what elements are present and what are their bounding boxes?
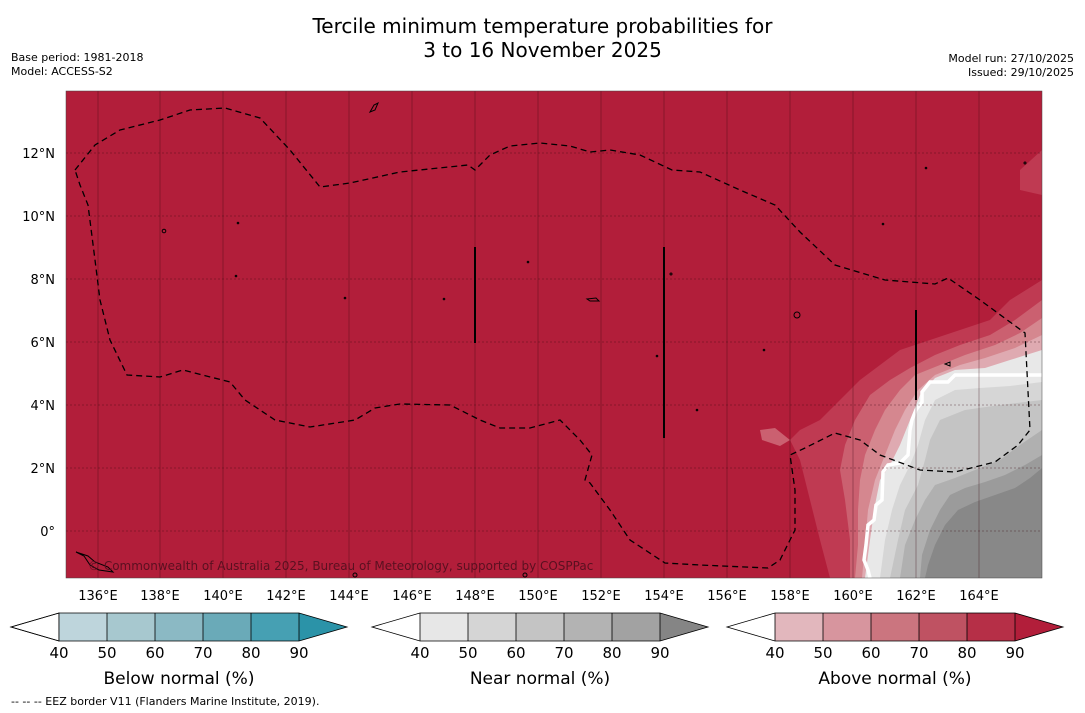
lat-tick: 12°N <box>22 147 55 162</box>
colorbar-tick: 40 <box>765 644 784 662</box>
lon-tick: 150°E <box>518 589 558 604</box>
colorbar-segment <box>871 613 919 641</box>
colorbar-segment <box>660 613 708 641</box>
colorbar-segment <box>727 613 775 641</box>
colorbar-title: Above normal (%) <box>818 669 971 689</box>
colorbar-segment <box>59 613 107 641</box>
meta-right: Model run: 27/10/2025 Issued: 29/10/2025 <box>948 52 1074 80</box>
colorbar-segment <box>468 613 516 641</box>
model-name: Model: ACCESS-S2 <box>11 65 113 78</box>
lon-tick: 152°E <box>581 589 621 604</box>
lon-tick: 140°E <box>203 589 243 604</box>
colorbar-tick: 60 <box>506 644 525 662</box>
colorbar-segment <box>203 613 251 641</box>
colorbar-segment <box>9 612 60 642</box>
colorbar-tick: 50 <box>813 644 832 662</box>
lon-tick: 158°E <box>770 589 810 604</box>
colorbar-tick: 90 <box>650 644 669 662</box>
colorbar-title: Near normal (%) <box>470 669 610 689</box>
colorbar-tick: 50 <box>97 644 116 662</box>
lon-axis: 136°E 138°E 140°E 142°E 144°E 146°E 148°… <box>78 589 999 604</box>
colorbar-tick: 90 <box>289 644 308 662</box>
colorbar-tick: 50 <box>458 644 477 662</box>
colorbar-tick: 40 <box>410 644 429 662</box>
title-line-2: 3 to 16 November 2025 <box>423 38 662 62</box>
lon-tick: 162°E <box>896 589 936 604</box>
lon-tick: 142°E <box>266 589 306 604</box>
colorbar-tick: 80 <box>957 644 976 662</box>
colorbar-segment <box>919 613 967 641</box>
colorbar-segment <box>251 613 299 641</box>
lat-tick: 4°N <box>31 399 56 414</box>
colorbar-segment <box>1015 613 1063 641</box>
map-frame <box>65 90 1043 579</box>
colorbar-segment <box>516 613 564 641</box>
colorbar-segment <box>612 613 660 641</box>
colorbar-segment <box>155 613 203 641</box>
lon-tick: 144°E <box>329 589 369 604</box>
colorbar-tick: 60 <box>861 644 880 662</box>
islands <box>75 101 1027 578</box>
lat-tick: 6°N <box>31 336 56 351</box>
colorbar-segment <box>420 613 468 641</box>
colorbar-title: Below normal (%) <box>104 669 255 689</box>
colorbar-segment <box>967 613 1015 641</box>
colorbar-near-normal: 40 50 60 70 80 90 Near normal (%) <box>370 612 710 689</box>
lat-tick: 10°N <box>22 210 55 225</box>
colorbar-above-normal: 40 50 60 70 80 90 Above normal (%) <box>725 612 1065 689</box>
eez-footnote: -- -- -- EEZ border V11 (Flanders Marine… <box>11 695 320 708</box>
lon-tick: 156°E <box>707 589 747 604</box>
colorbar-below-normal: 40 50 60 70 80 90 Below normal (%) <box>9 612 349 689</box>
colorbar-segment <box>564 613 612 641</box>
lat-tick: 2°N <box>31 462 56 477</box>
meta-left: Base period: 1981-2018 Model: ACCESS-S2 <box>11 51 143 79</box>
colorbar-tick: 70 <box>909 644 928 662</box>
colorbar-segment <box>775 613 823 641</box>
colorbar-segment <box>299 613 347 641</box>
chart-title: Tercile minimum temperature probabilitie… <box>0 14 1085 62</box>
lat-tick: 0° <box>40 525 55 540</box>
colorbar-segment <box>107 613 155 641</box>
base-period: Base period: 1981-2018 <box>11 51 144 64</box>
colorbar-tick: 40 <box>49 644 68 662</box>
lon-tick: 154°E <box>644 589 684 604</box>
colorbar-tick: 90 <box>1005 644 1024 662</box>
colorbar-tick: 70 <box>554 644 573 662</box>
lon-tick: 136°E <box>78 589 118 604</box>
map-area: © Commonwealth of Australia 2025, Bureau… <box>66 91 1042 578</box>
lon-tick: 146°E <box>392 589 432 604</box>
colorbar-segment <box>823 613 871 641</box>
lon-tick: 148°E <box>455 589 495 604</box>
colorbar-tick: 70 <box>193 644 212 662</box>
lon-tick: 138°E <box>140 589 180 604</box>
lon-tick: 160°E <box>833 589 873 604</box>
title-line-1: Tercile minimum temperature probabilitie… <box>312 14 773 38</box>
colorbar-tick: 60 <box>145 644 164 662</box>
colorbar-segment <box>372 613 420 641</box>
model-run: Model run: 27/10/2025 <box>948 52 1074 65</box>
colorbar-tick: 80 <box>602 644 621 662</box>
colorbar-tick: 80 <box>241 644 260 662</box>
copyright-notice: © Commonwealth of Australia 2025, Bureau… <box>88 559 593 573</box>
lat-tick: 8°N <box>31 273 56 288</box>
issued-date: Issued: 29/10/2025 <box>967 66 1074 79</box>
lon-tick: 164°E <box>959 589 999 604</box>
contour-band-near-90 <box>925 468 1042 578</box>
lat-axis: 12°N 10°N 8°N 6°N 4°N 2°N 0° <box>22 147 55 540</box>
